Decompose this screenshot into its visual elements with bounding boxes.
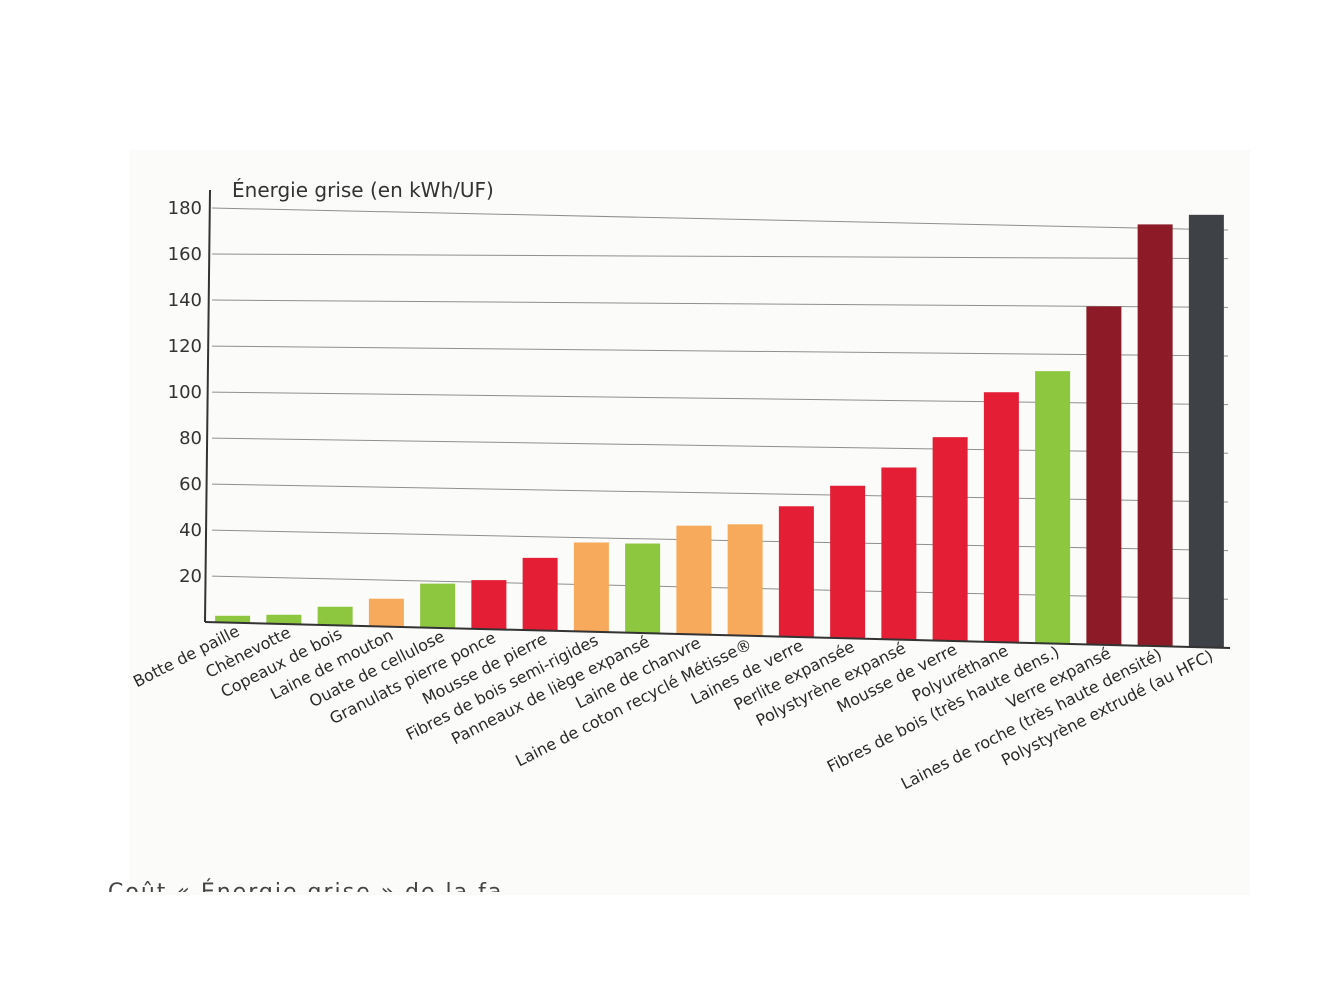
gridline	[211, 345, 1229, 357]
bar	[471, 580, 507, 630]
bar	[983, 392, 1019, 643]
bar	[215, 615, 251, 623]
caption-fragment: Coût « Énergie grise » de la fa	[108, 878, 503, 892]
y-tick-label: 40	[179, 520, 202, 541]
bars	[215, 214, 1224, 648]
y-tick-label: 60	[179, 474, 202, 495]
gridline	[211, 529, 1229, 552]
gridline	[211, 253, 1229, 260]
gridline	[211, 437, 1229, 454]
bar	[778, 506, 814, 638]
gridlines	[211, 207, 1229, 600]
gridline	[211, 575, 1229, 600]
gridline	[211, 483, 1229, 503]
bar	[1035, 371, 1071, 644]
y-tick-label: 120	[168, 336, 202, 357]
bar	[932, 437, 968, 641]
bar	[830, 485, 866, 639]
y-tick-label: 100	[168, 382, 202, 403]
bar	[420, 583, 456, 628]
bar	[676, 525, 712, 635]
bar	[522, 557, 558, 631]
y-tick-label: 180	[168, 198, 202, 219]
y-axis-line	[204, 189, 211, 623]
bar	[1188, 214, 1224, 648]
y-tick-label: 80	[179, 428, 202, 449]
bar	[368, 598, 404, 627]
y-tick-label: 160	[168, 244, 202, 265]
gridline	[211, 299, 1229, 308]
y-axis-title: Énergie grise (en kWh/UF)	[232, 178, 494, 202]
gridline	[211, 207, 1229, 231]
bar	[573, 542, 609, 632]
x-axis-line	[204, 621, 1231, 649]
bar	[881, 467, 917, 640]
gridline	[211, 391, 1229, 406]
bar	[1086, 306, 1122, 645]
bar	[266, 614, 302, 625]
bar	[317, 606, 353, 626]
bar	[1137, 224, 1173, 647]
y-tick-label: 140	[168, 290, 202, 311]
y-axis-ticks: 20 40 60 80 100 120 140 160 180	[168, 198, 202, 587]
bar	[727, 524, 763, 636]
bar	[625, 543, 661, 634]
y-tick-label: 20	[179, 566, 202, 587]
